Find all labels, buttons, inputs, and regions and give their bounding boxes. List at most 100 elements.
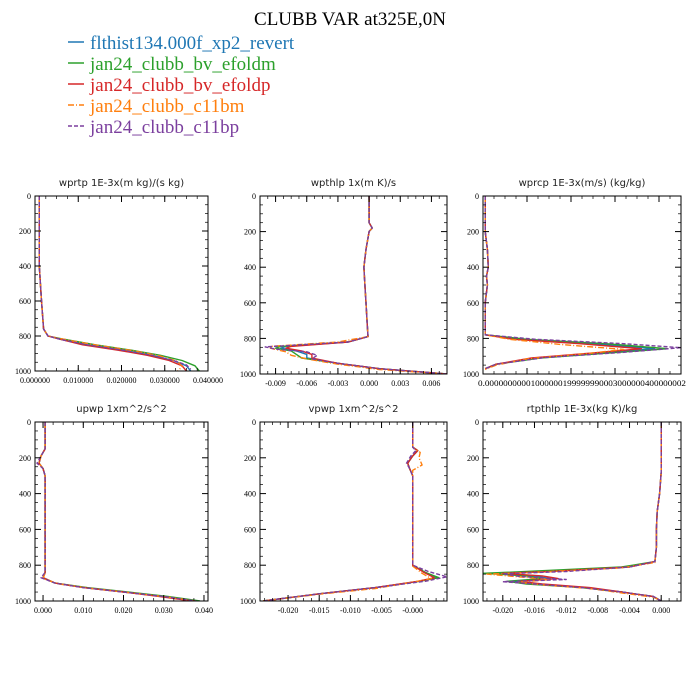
plot-frame [34,421,209,602]
series-line [36,422,196,601]
x-tick-label: -0.005 [371,606,392,615]
x-tick-label: 0.00000000001000000199999990003000000400… [478,379,686,388]
y-tick-label: 400 [19,490,31,499]
y-tick-label: 1000 [15,597,31,606]
y-tick-label: 600 [244,525,256,534]
y-tick-label: 0 [475,192,479,201]
y-tick-label: 0 [27,418,31,427]
x-tick-label: 0.020 [115,606,133,615]
legend-item: jan24_clubb_c11bp [68,117,239,138]
panel-title: upwp 1xm^2/s^2 [76,404,166,415]
y-tick-label: 800 [244,334,256,343]
y-tick-label: 1000 [240,370,256,379]
x-tick-label: 0.040 [195,606,213,615]
series-group [484,196,681,371]
y-tick-label: 800 [467,561,479,570]
y-tick-label: 200 [19,454,31,463]
y-tick-label: 0 [252,192,256,201]
y-tick-label: 1000 [15,367,31,376]
series-line [38,196,187,371]
series-line [263,422,439,601]
x-tick-label: 0.020000 [107,376,137,385]
legend-label: jan24_clubb_bv_efoldm [89,54,276,75]
x-tick-label: -0.020 [278,606,299,615]
series-line [38,422,196,601]
plot-frame [259,421,448,602]
series-line [38,196,192,370]
x-tick-label: 0.040000 [193,376,223,385]
y-tick-label: 600 [467,299,479,308]
y-tick-label: 800 [19,332,31,341]
panel-wprcp: wprcp 1E-3x(m/s) (kg/kg) 0 200 400 600 800 100… [463,178,686,388]
y-tick-label: 800 [19,561,31,570]
x-tick-label: -0.003 [328,379,349,388]
y-tick-label: 600 [19,525,31,534]
series-line [38,196,183,371]
x-tick-label: -0.012 [556,606,577,615]
series-line [38,196,200,371]
series-group [483,422,662,601]
panel-title: wprtp 1E-3x(m kg)/(s kg) [59,178,184,189]
legend-label: jan24_clubb_c11bp [89,117,239,138]
y-tick-label: 1000 [463,597,479,606]
legend-item: flthist134.000f_xp2_revert [68,33,295,54]
series-line [274,196,447,374]
panel-title: wprcp 1E-3x(m/s) (kg/kg) [519,178,646,189]
panel-title: wpthlp 1x(m K)/s [311,178,396,189]
series-group [263,422,447,601]
y-tick-label: 200 [19,227,31,236]
legend-label: flthist134.000f_xp2_revert [90,33,295,54]
y-tick-label: 400 [19,262,31,271]
x-tick-label: 0.030 [155,606,173,615]
y-tick-label: 400 [244,490,256,499]
y-tick-label: 400 [467,263,479,272]
x-tick-label: -0.010 [340,606,361,615]
x-tick-label: 0.000 [34,606,52,615]
plot-frame [34,195,209,372]
series-line [484,196,681,370]
y-tick-label: 1000 [463,370,479,379]
x-tick-label: 0.006 [422,379,440,388]
x-tick-label: 0.030000 [150,376,180,385]
series-line [263,422,447,601]
panel-wprtp: wprtp 1E-3x(m kg)/(s kg) 0 200 400 600 800 100… [15,178,223,385]
figure-title: CLUBB VAR at325E,0N [254,9,446,30]
panel-rtpthlp: rtpthlp 1E-3x(kg K)/kg 0 200 400 600 800 1000 -… [463,404,682,615]
x-tick-label: -0.009 [265,379,286,388]
legend-label: jan24_clubb_bv_efoldp [89,75,270,96]
panel-vpwp: vpwp 1xm^2/s^2 0 200 400 600 800 1000 -0.020 -0.… [240,404,448,615]
panel-title: vpwp 1xm^2/s^2 [308,404,398,415]
series-line [38,196,192,371]
y-tick-label: 600 [19,297,31,306]
legend-item: jan24_clubb_bv_efoldm [68,54,276,75]
x-tick-label: -0.004 [619,606,640,615]
series-line [38,422,196,601]
y-tick-label: 1000 [240,597,256,606]
legend: flthist134.000f_xp2_revert jan24_clubb_b… [68,33,295,138]
legend-label: jan24_clubb_c11bm [89,96,245,117]
series-line [263,422,436,601]
y-tick-label: 800 [467,334,479,343]
series-line [263,422,433,601]
panel-upwp: upwp 1xm^2/s^2 0 200 400 600 800 10000.000 0.01… [15,404,213,615]
x-tick-label: -0.006 [296,379,317,388]
y-tick-label: 200 [467,228,479,237]
series-group [264,196,447,374]
y-tick-label: 200 [467,454,479,463]
series-line [285,196,447,374]
x-tick-label: 0.010000 [63,376,93,385]
x-tick-label: -0.008 [588,606,609,615]
x-tick-label: 0.003 [391,379,409,388]
series-group [38,196,200,371]
series-line [502,422,662,601]
y-tick-label: 400 [244,263,256,272]
series-line [264,196,447,374]
series-line [280,196,447,374]
y-tick-label: 200 [244,228,256,237]
y-tick-label: 0 [252,418,256,427]
y-tick-label: 800 [244,561,256,570]
legend-item: jan24_clubb_c11bm [68,96,245,117]
y-tick-label: 0 [475,418,479,427]
y-tick-label: 600 [244,299,256,308]
